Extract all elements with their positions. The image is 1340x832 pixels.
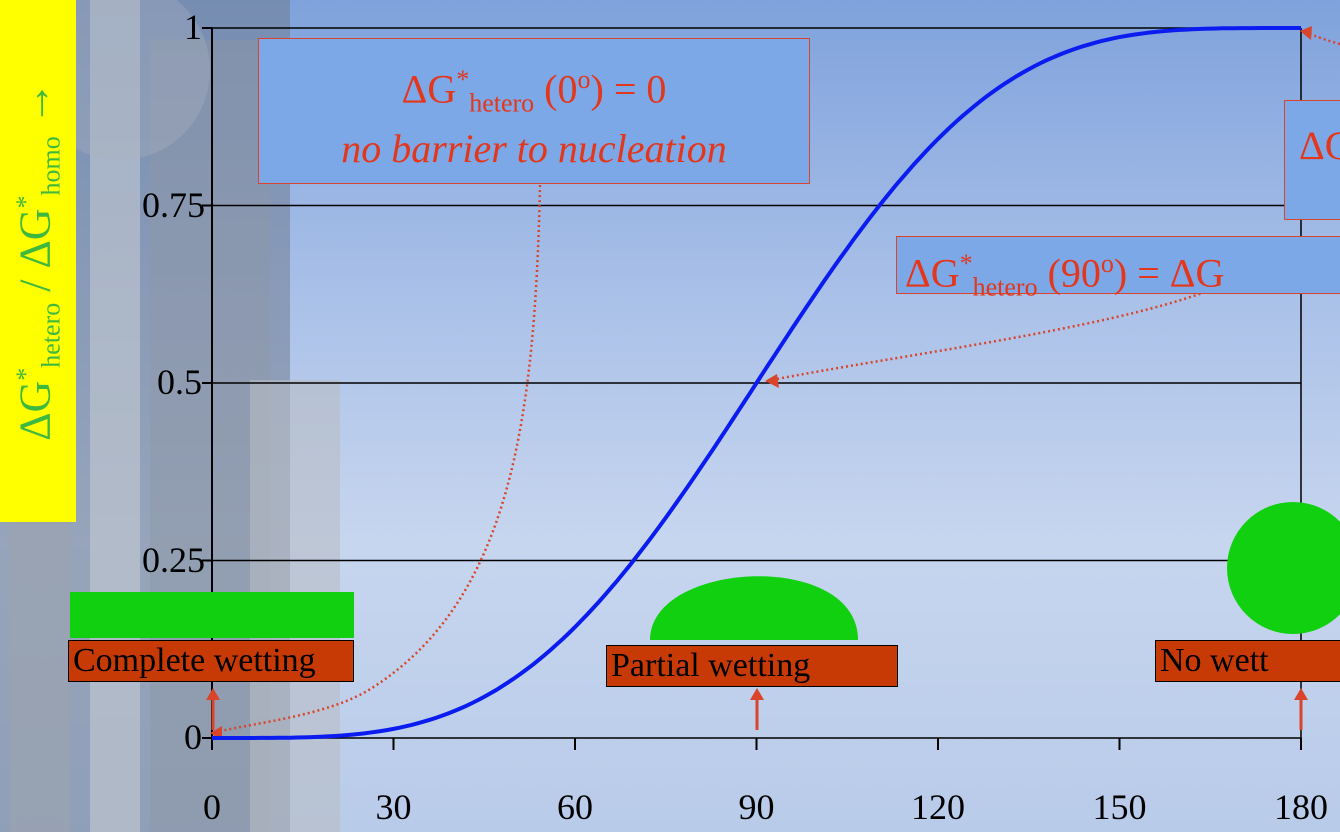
y-tick-label-3: 0.75 <box>142 184 205 225</box>
callout-180-angle: ΔG <box>1284 100 1340 220</box>
x-tick-label-0: 0 <box>203 787 221 827</box>
y-tick-label-1: 0.25 <box>142 539 205 580</box>
partial-wetting-label: Partial wetting <box>606 645 898 687</box>
callout-zero-line2: no barrier to nucleation <box>341 126 727 172</box>
callout-pointers <box>206 26 1340 740</box>
complete-wetting-droplet <box>70 592 354 638</box>
callout-ninety-angle: ΔG*hetero (90o) = ΔG <box>896 236 1340 301</box>
y-tick-label-2: 0.5 <box>157 362 202 402</box>
callout-zero-line1: ΔG*hetero (0o) = 0 <box>401 65 667 118</box>
x-tick-label-5: 150 <box>1092 787 1147 827</box>
no-wetting-droplet <box>1227 502 1340 634</box>
x-tick-label-1: 30 <box>375 787 412 827</box>
callout-zero-angle: ΔG*hetero (0o) = 0 no barrier to nucleat… <box>258 38 810 184</box>
y-axis-label: ΔG*hetero / ΔG*homo → <box>10 81 66 441</box>
droplet-shapes <box>70 502 1340 640</box>
x-tick-label-4: 120 <box>911 787 965 827</box>
y-tick-label-4: 1 <box>184 7 202 47</box>
y-tick-label-0: 0 <box>184 717 202 757</box>
series-group <box>211 26 1302 740</box>
x-tick-label-2: 60 <box>557 787 593 827</box>
callout-ninety-text: ΔG*hetero (90o) = ΔG <box>905 249 1225 302</box>
partial-wetting-droplet <box>650 576 858 640</box>
y-axis-label-box: ΔG*hetero / ΔG*homo → <box>0 0 76 522</box>
no-wetting-label: No wett <box>1155 640 1340 682</box>
callout-180-text: ΔG <box>1299 123 1340 168</box>
complete-wetting-label: Complete wetting <box>68 640 354 682</box>
x-tick-label-6: 180 <box>1274 787 1328 827</box>
x-tick-label-3: 90 <box>738 787 775 827</box>
